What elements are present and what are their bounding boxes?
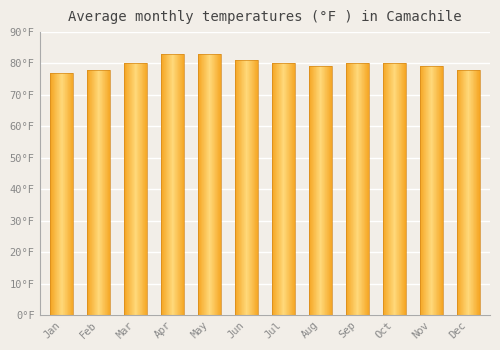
- Bar: [383, 63, 406, 315]
- Bar: [420, 66, 442, 315]
- Bar: [346, 63, 368, 315]
- Bar: [50, 73, 73, 315]
- Bar: [272, 63, 295, 315]
- Bar: [161, 54, 184, 315]
- Title: Average monthly temperatures (°F ) in Camachile: Average monthly temperatures (°F ) in Ca…: [68, 10, 462, 24]
- Bar: [124, 63, 147, 315]
- Bar: [235, 60, 258, 315]
- Bar: [456, 70, 479, 315]
- Bar: [87, 70, 110, 315]
- Bar: [309, 66, 332, 315]
- Bar: [198, 54, 221, 315]
